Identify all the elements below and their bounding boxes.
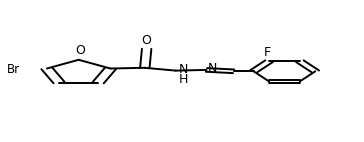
Text: N: N xyxy=(179,63,188,76)
Text: O: O xyxy=(76,44,86,57)
Text: H: H xyxy=(179,73,188,86)
Text: F: F xyxy=(264,46,271,59)
Text: Br: Br xyxy=(7,63,20,76)
Text: O: O xyxy=(142,34,151,47)
Text: N: N xyxy=(208,62,217,75)
